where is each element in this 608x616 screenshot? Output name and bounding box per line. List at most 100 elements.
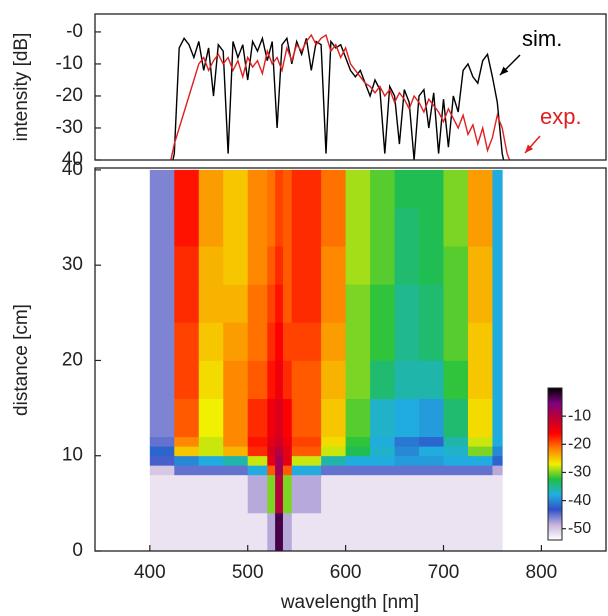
heatmap-cell (282, 474, 293, 514)
heatmap-cell (467, 455, 493, 466)
heatmap-cell (149, 446, 175, 457)
y-tick-label: 30 (62, 254, 83, 275)
heatmap-cell (282, 455, 293, 466)
heatmap-cell (467, 474, 493, 514)
heatmap-cell (492, 474, 503, 514)
heatmap-cell (149, 322, 175, 361)
heatmap-cell (174, 512, 200, 552)
heatmap-cell (419, 474, 444, 514)
heatmap-cell (267, 436, 276, 447)
heatmap-cell (198, 284, 224, 323)
heatmap-cell (443, 398, 469, 438)
heatmap-cell (291, 398, 322, 438)
heatmap-cell (291, 284, 322, 323)
heatmap-cell (394, 169, 420, 209)
plot-frame (94, 13, 607, 161)
x-tick-label: 500 (232, 562, 264, 583)
heatmap-cell (223, 284, 249, 323)
heatmap-cell (247, 322, 268, 361)
heatmap-cell (282, 208, 293, 247)
heatmap-cell (223, 446, 249, 457)
heatmap-cell (174, 446, 200, 457)
heatmap-cell (198, 512, 224, 552)
heatmap-cell (247, 436, 268, 447)
heatmap-cell (370, 465, 395, 476)
heatmap-cell (223, 436, 249, 447)
heatmap-cell (345, 512, 371, 552)
heatmap-cell (275, 512, 284, 552)
heatmap-cell (282, 436, 293, 447)
heatmap-cell (198, 322, 224, 361)
heatmap-cell (223, 322, 249, 361)
heatmap-cell (291, 169, 322, 209)
y-tick-label: 20 (62, 349, 83, 370)
y-axis-title: intensity [dB] (11, 33, 32, 142)
heatmap-cell (223, 512, 249, 552)
heatmap-cell (394, 284, 420, 323)
heatmap-cell (267, 246, 276, 285)
heatmap-cell (321, 169, 347, 209)
heatmap-cell (370, 474, 395, 514)
heatmap-cell (492, 446, 503, 457)
heatmap-cell (291, 465, 322, 476)
colorbar-tick-label: -10 (568, 407, 591, 424)
heatmap-cell (267, 322, 276, 361)
heatmap-cell (345, 208, 371, 247)
heatmap-cell (282, 512, 293, 552)
heatmap-cell (345, 455, 371, 466)
heatmap-cell (492, 465, 503, 476)
heatmap-cell (419, 512, 444, 552)
colorbar-tick-label: -50 (568, 520, 591, 537)
heatmap-cell (370, 322, 395, 361)
heatmap-cell (275, 436, 284, 447)
arrow-head (525, 144, 534, 153)
heatmap-cell (370, 446, 395, 457)
heatmap-cell (394, 474, 420, 514)
legend-label: exp. (540, 104, 582, 129)
heatmap-cell (223, 360, 249, 399)
heatmap-cell (443, 169, 469, 209)
y-tick-label: 10 (62, 445, 83, 466)
heatmap-cell (394, 436, 420, 447)
heatmap-cell (149, 284, 175, 323)
heatmap-cell (282, 284, 293, 323)
heatmap-cell (492, 284, 503, 323)
heatmap-cell (275, 446, 284, 457)
heatmap-cell (247, 169, 268, 209)
heatmap-cell (174, 360, 200, 399)
heatmap-cell (443, 208, 469, 247)
heatmap-cell (267, 446, 276, 457)
heatmap-cell (223, 455, 249, 466)
heatmap-cell (394, 512, 420, 552)
heatmap-cell (275, 360, 284, 399)
heatmap-cell (370, 436, 395, 447)
y-tick-label: 40 (62, 159, 83, 180)
heatmap-cell (247, 446, 268, 457)
heatmap-cell (223, 465, 249, 476)
heatmap-cell (419, 284, 444, 323)
heatmap-cell (275, 465, 284, 476)
heatmap-cell (174, 322, 200, 361)
heatmap-cell (275, 284, 284, 323)
heatmap-cell (291, 474, 322, 514)
heatmap-cell (394, 398, 420, 438)
heatmap-cell (174, 436, 200, 447)
heatmap-cell (394, 322, 420, 361)
heatmap-cell (198, 246, 224, 285)
heatmap-cell (149, 474, 175, 514)
heatmap-cell (419, 455, 444, 466)
heatmap-cell (282, 398, 293, 438)
heatmap-cell (443, 284, 469, 323)
heatmap-cell (267, 465, 276, 476)
heatmap-cell (275, 474, 284, 514)
heatmap-cell (443, 465, 469, 476)
heatmap-cell (149, 169, 175, 209)
heatmap-cell (443, 246, 469, 285)
heatmap-cell (198, 169, 224, 209)
heatmap-cell (492, 360, 503, 399)
heatmap-cell (291, 455, 322, 466)
x-tick-label: 400 (134, 562, 166, 583)
heatmap-cell (492, 322, 503, 361)
heatmap-cell (223, 246, 249, 285)
